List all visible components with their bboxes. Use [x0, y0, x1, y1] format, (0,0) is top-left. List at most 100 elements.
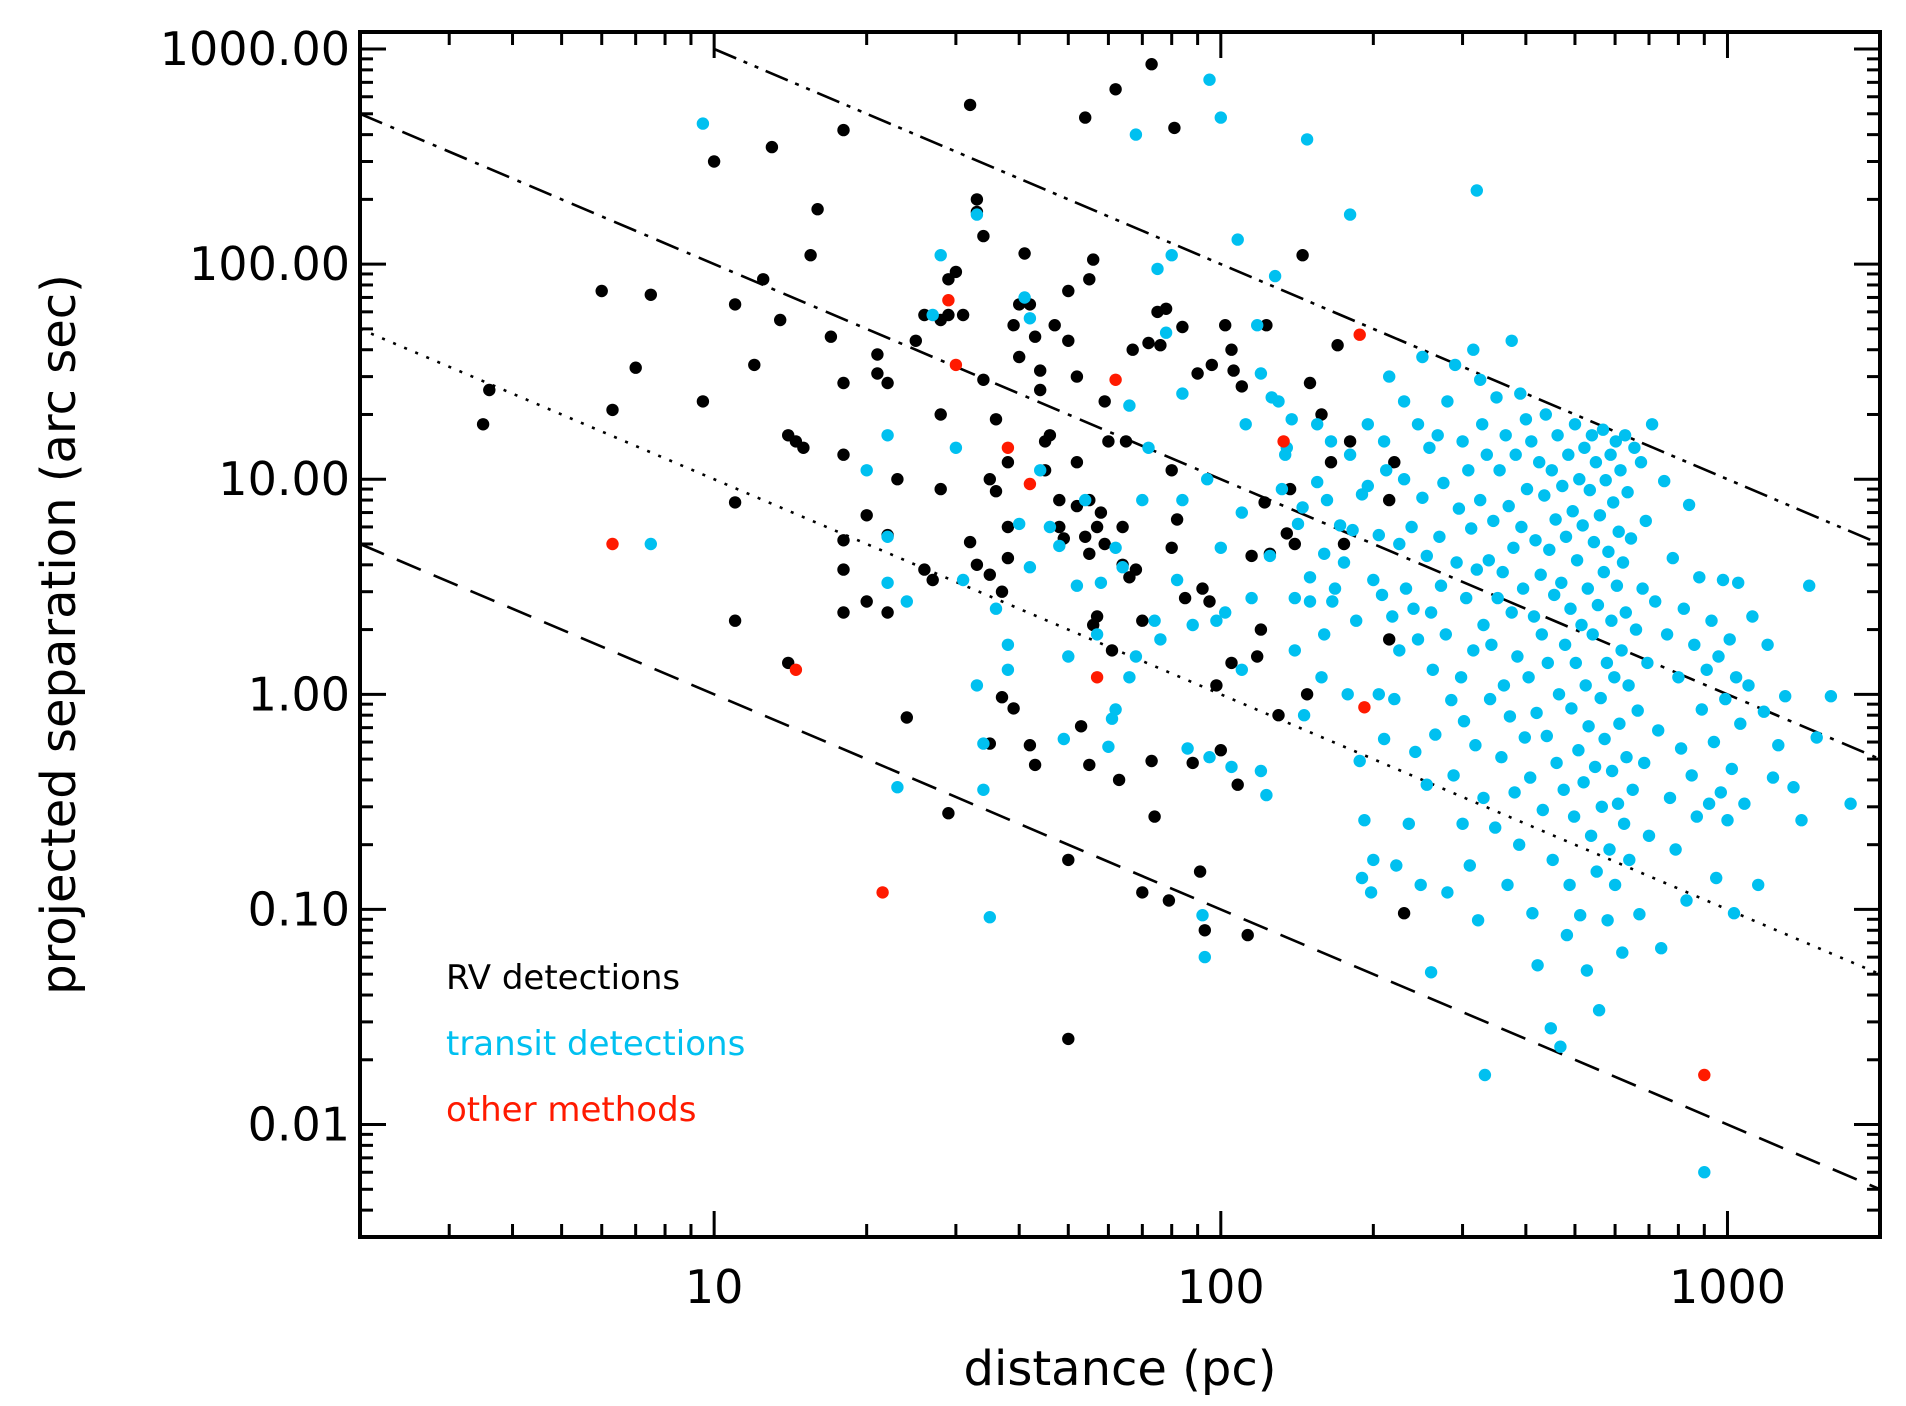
data-point-rv-detections — [824, 330, 838, 343]
data-point-rv-detections — [1079, 530, 1092, 543]
legend-entry-other: other methods — [446, 1090, 696, 1130]
data-point-transit-detections — [1529, 534, 1542, 547]
data-point-transit-detections — [1311, 475, 1324, 489]
data-point-rv-detections — [644, 288, 657, 301]
data-point-transit-detections — [1564, 602, 1577, 615]
data-point-transit-detections — [1621, 486, 1634, 499]
data-point-transit-detections — [1018, 291, 1031, 304]
data-point-transit-detections — [1343, 448, 1357, 461]
data-point-transit-detections — [977, 783, 990, 796]
data-point-transit-detections — [1148, 614, 1161, 627]
data-point-transit-detections — [1235, 506, 1249, 519]
data-point-transit-detections — [1219, 606, 1232, 619]
data-point-transit-detections — [1470, 184, 1484, 197]
data-point-transit-detections — [1605, 614, 1618, 627]
data-point-transit-detections — [1497, 679, 1511, 692]
data-point-transit-detections — [1550, 756, 1563, 770]
data-point-transit-detections — [1698, 1166, 1711, 1179]
data-point-transit-detections — [1666, 551, 1680, 565]
data-point-rv-detections — [1062, 1032, 1075, 1046]
data-point-transit-detections — [1672, 671, 1685, 684]
data-point-rv-detections — [871, 367, 884, 380]
data-point-transit-detections — [1582, 720, 1595, 733]
data-point-transit-detections — [1761, 638, 1774, 651]
data-point-transit-detections — [1477, 791, 1490, 805]
data-point-rv-detections — [707, 155, 721, 168]
data-point-rv-detections — [1102, 435, 1115, 448]
data-point-transit-detections — [1545, 464, 1559, 477]
data-point-transit-detections — [1495, 751, 1508, 764]
data-point-transit-detections — [1353, 754, 1366, 768]
data-point-transit-detections — [1514, 387, 1527, 400]
data-point-transit-detections — [1239, 418, 1252, 431]
data-point-transit-detections — [1511, 650, 1524, 663]
data-point-rv-detections — [797, 441, 810, 454]
data-point-transit-detections — [1478, 1068, 1492, 1082]
data-point-transit-detections — [881, 576, 894, 589]
x-tick-label: 100 — [1177, 1260, 1265, 1314]
data-point-transit-detections — [1505, 334, 1518, 347]
data-point-transit-detections — [1393, 537, 1406, 551]
data-point-rv-detections — [1070, 456, 1084, 469]
data-point-transit-detections — [1210, 614, 1223, 627]
data-point-transit-detections — [1554, 1040, 1567, 1053]
data-point-transit-detections — [1525, 435, 1538, 448]
data-point-rv-detections — [1116, 520, 1129, 534]
data-point-transit-detections — [1556, 479, 1569, 493]
data-point-transit-detections — [1520, 482, 1534, 496]
data-point-rv-detections — [1007, 319, 1020, 332]
data-point-transit-detections — [1558, 638, 1572, 651]
data-point-transit-detections — [1574, 909, 1587, 922]
data-point-rv-detections — [1034, 383, 1047, 397]
data-point-rv-detections — [837, 534, 850, 547]
data-point-transit-detections — [1433, 530, 1446, 543]
data-point-transit-detections — [1507, 541, 1520, 554]
data-point-transit-detections — [1159, 326, 1173, 339]
data-point-transit-detections — [1123, 671, 1136, 684]
data-point-transit-detections — [1377, 435, 1391, 448]
data-point-rv-detections — [1397, 907, 1411, 920]
data-point-transit-detections — [1328, 582, 1342, 595]
data-point-rv-detections — [837, 606, 850, 619]
data-point-rv-detections — [1168, 121, 1181, 135]
data-point-rv-detections — [1170, 513, 1184, 526]
data-point-transit-detections — [1454, 671, 1468, 684]
data-point-rv-detections — [1028, 330, 1042, 343]
data-point-rv-detections — [1028, 758, 1042, 772]
data-point-rv-detections — [483, 383, 496, 397]
data-point-transit-detections — [1612, 525, 1625, 538]
data-point-transit-detections — [1437, 476, 1450, 490]
data-point-transit-detections — [1324, 435, 1338, 448]
data-point-rv-detections — [918, 563, 931, 576]
data-point-transit-detections — [1628, 441, 1641, 454]
data-point-rv-detections — [1001, 551, 1015, 565]
data-point-other-methods — [789, 663, 803, 676]
data-point-rv-detections — [1062, 284, 1075, 298]
data-point-transit-detections — [1569, 656, 1583, 670]
data-point-transit-detections — [1674, 742, 1688, 755]
data-point-rv-detections — [804, 249, 817, 262]
data-point-rv-detections — [1219, 319, 1232, 332]
data-point-transit-detections — [1567, 810, 1581, 823]
data-point-transit-detections — [1151, 262, 1164, 276]
data-point-other-methods — [1353, 328, 1366, 341]
data-point-other-methods — [1109, 373, 1122, 386]
data-point-transit-detections — [1729, 671, 1743, 684]
data-point-transit-detections — [1541, 656, 1555, 670]
data-point-transit-detections — [1513, 838, 1526, 851]
data-point-rv-detections — [1079, 111, 1092, 124]
data-point-rv-detections — [1083, 547, 1096, 560]
data-point-transit-detections — [1490, 391, 1503, 404]
data-point-rv-detections — [1337, 537, 1351, 551]
data-point-transit-detections — [1615, 644, 1628, 657]
data-point-transit-detections — [1669, 843, 1682, 856]
data-point-transit-detections — [1693, 571, 1706, 584]
data-point-transit-detections — [1597, 565, 1611, 579]
data-point-rv-detections — [963, 535, 977, 549]
x-tick-label: 1000 — [1669, 1260, 1786, 1314]
data-point-transit-detections — [1431, 429, 1444, 442]
data-point-transit-detections — [1685, 769, 1698, 782]
data-point-rv-detections — [1043, 429, 1057, 442]
data-point-transit-detections — [1560, 928, 1574, 942]
